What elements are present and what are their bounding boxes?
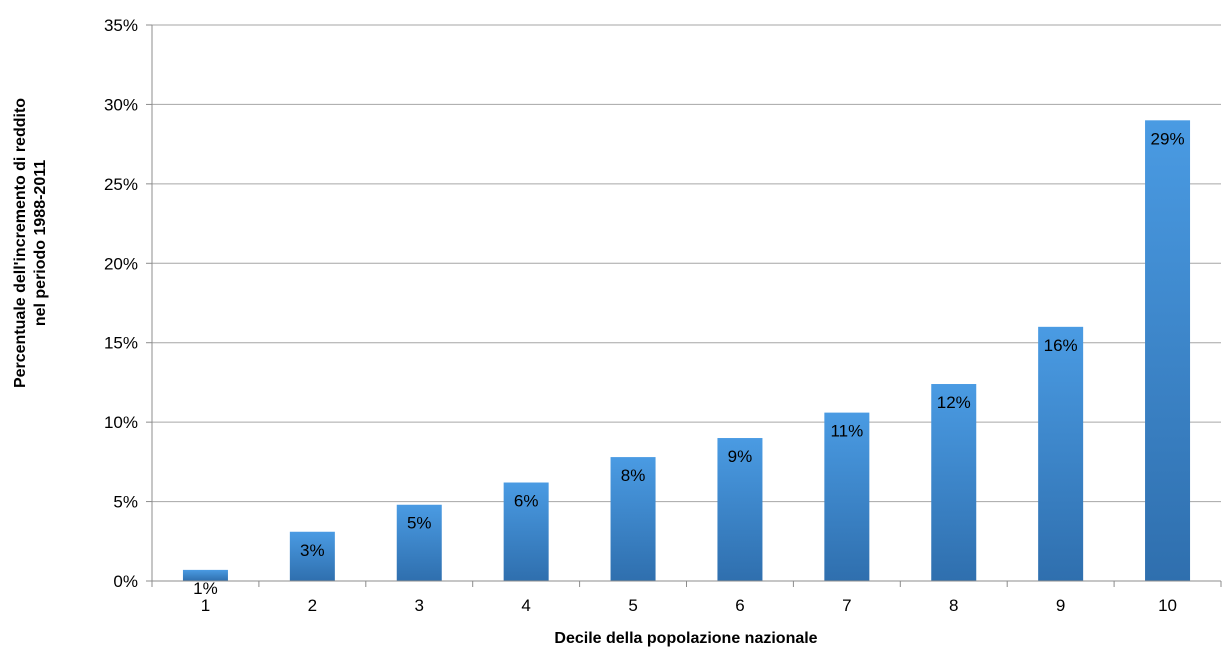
- y-tick-label: 30%: [104, 95, 138, 114]
- data-label: 9%: [728, 447, 753, 466]
- data-label: 3%: [300, 541, 325, 560]
- x-axis-title: Decile della popolazione nazionale: [554, 630, 817, 647]
- x-tick-label: 8: [949, 596, 958, 615]
- bar-decile-1: [182, 569, 228, 581]
- data-label: 12%: [937, 393, 971, 412]
- y-axis-title: Percentuale dell'incremento di reddito n…: [12, 98, 49, 388]
- data-label: 29%: [1151, 129, 1185, 148]
- x-tick-label: 9: [1056, 596, 1065, 615]
- bar-decile-2: [289, 531, 335, 581]
- data-label: 11%: [830, 422, 863, 441]
- data-label: 1%: [193, 579, 218, 598]
- x-tick-label: 1: [201, 596, 210, 615]
- x-tick-label: 4: [521, 596, 530, 615]
- y-tick-label: 0%: [113, 572, 138, 591]
- y-tick-label: 5%: [113, 493, 138, 512]
- bar-decile-3: [396, 504, 442, 581]
- bar-decile-5: [610, 457, 656, 581]
- x-tick-label: 6: [735, 596, 744, 615]
- y-tick-label: 10%: [104, 413, 138, 432]
- x-tick-labels: 1 2 3 4 5 6 7 8 9 10: [201, 596, 1177, 615]
- data-label: 5%: [407, 514, 432, 533]
- x-tick-label: 5: [628, 596, 637, 615]
- y-tick-label: 20%: [104, 254, 138, 273]
- data-label: 6%: [514, 492, 539, 511]
- y-tick-label: 15%: [104, 334, 138, 353]
- x-tick-label: 3: [415, 596, 424, 615]
- x-tick-label: 7: [842, 596, 851, 615]
- bar-decile-9: [1038, 326, 1084, 581]
- y-axis-title-line-2: nel periodo 1988-2011: [32, 160, 49, 326]
- y-axis-title-line-1: Percentuale dell'incremento di reddito: [12, 98, 29, 388]
- data-label: 16%: [1044, 336, 1078, 355]
- gridlines: [152, 24, 1221, 503]
- bars: [182, 120, 1191, 582]
- x-tick-label: 10: [1158, 596, 1177, 615]
- y-tick-label: 25%: [104, 175, 138, 194]
- x-tick-label: 2: [308, 596, 317, 615]
- y-tick-labels: 0% 5% 10% 15% 20% 25% 30% 35%: [104, 16, 138, 591]
- bar-decile-6: [717, 438, 763, 581]
- data-label: 8%: [621, 466, 646, 485]
- bar-decile-4: [503, 482, 549, 581]
- bar-decile-8: [931, 384, 977, 581]
- axes: [146, 24, 1222, 587]
- y-tick-label: 35%: [104, 16, 138, 35]
- data-labels: 1% 3% 5% 6% 8% 9% 11% 12% 16% 29%: [193, 129, 1184, 598]
- bar-decile-10: [1145, 120, 1191, 582]
- bar-decile-7: [824, 412, 870, 581]
